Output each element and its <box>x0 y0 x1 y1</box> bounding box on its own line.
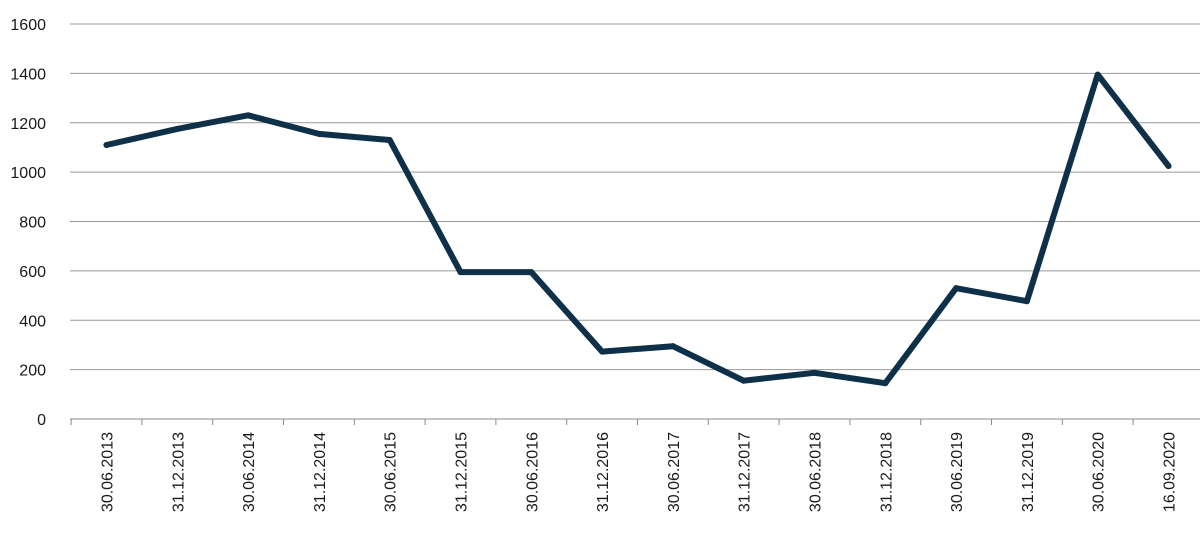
data-point <box>1094 71 1101 78</box>
y-axis: 0 200 400 600 800 1000 1200 1400 1600 <box>10 17 46 429</box>
data-point <box>174 125 181 132</box>
data-point <box>315 130 322 137</box>
series-line-0 <box>103 71 1172 387</box>
x-tick-label: 30.06.2020 <box>1091 432 1108 512</box>
x-tick-label: 31.12.2018 <box>878 432 895 512</box>
data-point <box>528 269 535 276</box>
y-tick-label: 1400 <box>10 66 46 83</box>
y-tick-label: 400 <box>19 313 46 330</box>
x-tick-label: 30.06.2015 <box>383 432 400 512</box>
x-tick-label: 30.06.2018 <box>808 432 825 512</box>
x-tick-label: 31.12.2019 <box>1020 432 1037 512</box>
y-tick-label: 1000 <box>10 165 46 182</box>
x-tick-label: 31.12.2014 <box>312 432 329 512</box>
data-point <box>811 369 818 376</box>
data-point <box>953 285 960 292</box>
x-tick-label: 30.06.2017 <box>666 432 683 512</box>
x-tick-label: 30.06.2013 <box>100 432 117 512</box>
data-point <box>103 141 110 148</box>
data-point <box>599 348 606 355</box>
y-tick-label: 0 <box>37 412 46 429</box>
x-tick-label: 31.12.2015 <box>454 432 471 512</box>
grid-lines <box>70 23 1200 371</box>
y-tick-label: 200 <box>19 363 46 380</box>
x-tick-label: 31.12.2013 <box>170 432 187 512</box>
y-tick-label: 600 <box>19 264 46 281</box>
data-point <box>1165 162 1172 169</box>
y-tick-label: 1200 <box>10 116 46 133</box>
data-point <box>245 112 252 119</box>
x-tick-label: 31.12.2017 <box>737 432 754 512</box>
data-point <box>1023 298 1030 305</box>
y-tick-label: 800 <box>19 215 46 232</box>
data-point <box>740 377 747 384</box>
data-point <box>669 343 676 350</box>
x-tick-label: 31.12.2016 <box>595 432 612 512</box>
data-point <box>882 380 889 387</box>
y-tick-label: 1600 <box>10 17 46 34</box>
data-point <box>386 137 393 144</box>
x-tick-label: 16.09.2020 <box>1162 432 1179 512</box>
data-point <box>457 269 464 276</box>
x-axis: 30.06.2013 31.12.2013 30.06.2014 31.12.2014… <box>70 418 1200 512</box>
x-tick-label: 30.06.2014 <box>241 432 258 512</box>
x-tick-label: 30.06.2019 <box>949 432 966 512</box>
series-layer <box>103 71 1172 387</box>
x-tick-label: 30.06.2016 <box>524 432 541 512</box>
